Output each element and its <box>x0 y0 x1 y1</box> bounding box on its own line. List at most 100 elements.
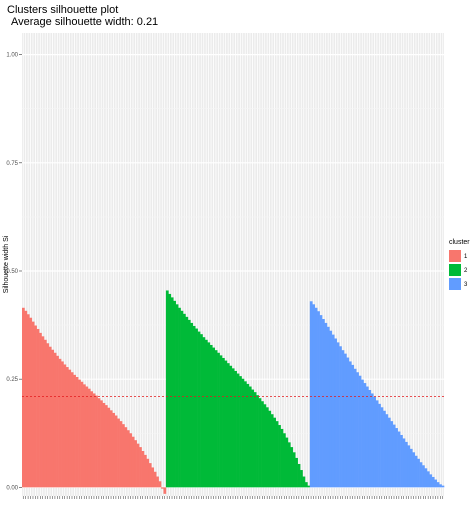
silhouette-bar-cluster-3 <box>358 375 362 488</box>
silhouette-bar-cluster-1 <box>58 358 62 488</box>
silhouette-bar-cluster-2 <box>295 457 298 488</box>
silhouette-bar-cluster-2 <box>280 428 284 488</box>
silhouette-bar-cluster-3 <box>385 414 389 488</box>
silhouette-bar-cluster-1 <box>31 321 35 488</box>
silhouette-bar-cluster-2 <box>173 300 176 488</box>
silhouette-bar-cluster-1 <box>61 361 64 488</box>
silhouette-bar-cluster-2 <box>307 485 311 488</box>
y-tick-label: 0.25 <box>6 377 18 383</box>
silhouette-bar-cluster-3 <box>441 485 445 488</box>
silhouette-bar-cluster-1 <box>134 440 137 488</box>
silhouette-bar-cluster-2 <box>185 316 189 488</box>
silhouette-bar-cluster-1 <box>107 407 111 488</box>
silhouette-bar-cluster-2 <box>273 417 276 488</box>
silhouette-bar-cluster-2 <box>256 395 259 488</box>
x-axis-ticks <box>22 496 444 499</box>
silhouette-bar-cluster-3 <box>375 400 379 488</box>
silhouette-bar-cluster-1 <box>85 386 89 488</box>
silhouette-bar-cluster-3 <box>363 383 367 488</box>
silhouette-bar-cluster-3 <box>414 455 418 488</box>
silhouette-bar-cluster-1 <box>53 352 57 488</box>
silhouette-bar-cluster-1 <box>46 343 50 488</box>
silhouette-bar-cluster-1 <box>36 328 40 488</box>
silhouette-bar-cluster-1 <box>104 405 108 488</box>
silhouette-bar-cluster-3 <box>353 368 357 488</box>
silhouette-bar-cluster-1 <box>43 339 47 488</box>
silhouette-bar-cluster-1 <box>143 454 147 488</box>
silhouette-bar-cluster-2 <box>165 290 169 488</box>
silhouette-bar-cluster-1 <box>158 481 162 488</box>
silhouette-bar-cluster-1 <box>126 430 130 488</box>
silhouette-bar-cluster-2 <box>207 342 211 488</box>
silhouette-bar-cluster-2 <box>251 389 255 488</box>
silhouette-bar-cluster-1 <box>124 427 128 488</box>
silhouette-bar-cluster-1 <box>73 374 76 488</box>
silhouette-bar-cluster-1 <box>90 391 94 488</box>
silhouette-bar-cluster-1 <box>68 369 72 488</box>
silhouette-bar-cluster-3 <box>373 396 376 488</box>
silhouette-bar-cluster-3 <box>412 452 416 488</box>
silhouette-bar-cluster-2 <box>170 297 174 488</box>
silhouette-bar-cluster-2 <box>283 433 286 488</box>
silhouette-bar-cluster-3 <box>329 330 333 488</box>
silhouette-bar-cluster-2 <box>248 386 252 488</box>
silhouette-bar-cluster-3 <box>395 428 398 488</box>
silhouette-bar-cluster-2 <box>209 344 213 488</box>
silhouette-bar-cluster-1 <box>51 349 55 488</box>
silhouette-bar-cluster-3 <box>431 476 435 488</box>
silhouette-bar-cluster-2 <box>304 482 308 488</box>
silhouette-bar-cluster-1 <box>146 458 150 488</box>
silhouette-bar-cluster-2 <box>175 304 179 488</box>
silhouette-bar-cluster-1 <box>56 355 59 488</box>
silhouette-bar-cluster-2 <box>302 476 306 488</box>
silhouette-bar-cluster-3 <box>402 438 406 488</box>
y-tick-label: 0.00 <box>6 485 18 491</box>
silhouette-bar-cluster-2 <box>197 331 201 488</box>
silhouette-bar-cluster-3 <box>312 304 316 488</box>
silhouette-bar-cluster-2 <box>253 392 257 488</box>
silhouette-bar-cluster-2 <box>217 352 220 488</box>
silhouette-bar-cluster-1 <box>148 463 152 488</box>
silhouette-bar-cluster-3 <box>334 338 337 488</box>
silhouette-bar-cluster-2 <box>258 398 262 488</box>
silhouette-bar-cluster-1 <box>109 410 113 488</box>
silhouette-bar-cluster-1 <box>163 487 167 494</box>
silhouette-bar-cluster-2 <box>236 373 240 488</box>
silhouette-bar-cluster-1 <box>141 450 145 488</box>
silhouette-bar-cluster-1 <box>87 388 91 488</box>
silhouette-bar-cluster-2 <box>222 357 225 488</box>
silhouette-bars <box>22 290 445 494</box>
silhouette-bar-cluster-2 <box>246 383 250 488</box>
silhouette-bar-cluster-1 <box>48 346 52 488</box>
silhouette-bar-cluster-2 <box>297 463 301 488</box>
silhouette-bar-cluster-3 <box>341 350 345 488</box>
silhouette-bar-cluster-1 <box>92 393 96 488</box>
silhouette-bar-cluster-3 <box>426 471 430 488</box>
silhouette-bar-cluster-2 <box>278 425 281 488</box>
silhouette-bar-cluster-1 <box>151 467 155 488</box>
chart-subtitle: Average silhouette width: 0.21 <box>11 16 158 28</box>
silhouette-bar-cluster-2 <box>182 313 186 488</box>
silhouette-bar-cluster-1 <box>82 384 86 488</box>
silhouette-bar-cluster-3 <box>439 484 442 488</box>
silhouette-bar-cluster-1 <box>63 364 67 488</box>
silhouette-bar-cluster-1 <box>153 471 157 488</box>
silhouette-bar-cluster-2 <box>224 360 228 488</box>
silhouette-bar-cluster-2 <box>234 370 237 488</box>
silhouette-bar-cluster-1 <box>129 433 133 488</box>
silhouette-bar-cluster-3 <box>309 301 313 488</box>
silhouette-bar-cluster-2 <box>200 334 203 488</box>
silhouette-bar-cluster-3 <box>356 372 359 488</box>
silhouette-bar-cluster-1 <box>78 379 81 488</box>
silhouette-bar-cluster-3 <box>436 482 440 488</box>
silhouette-bar-cluster-1 <box>114 415 118 488</box>
silhouette-bar-cluster-3 <box>351 364 355 488</box>
silhouette-bar-cluster-3 <box>424 468 428 488</box>
silhouette-bar-cluster-3 <box>429 474 433 488</box>
silhouette-bar-cluster-1 <box>26 314 30 488</box>
silhouette-bar-cluster-3 <box>392 424 396 488</box>
silhouette-bar-cluster-3 <box>322 319 325 488</box>
silhouette-bar-cluster-3 <box>383 410 386 488</box>
silhouette-bar-cluster-2 <box>265 407 269 488</box>
silhouette-bar-cluster-2 <box>192 325 196 488</box>
